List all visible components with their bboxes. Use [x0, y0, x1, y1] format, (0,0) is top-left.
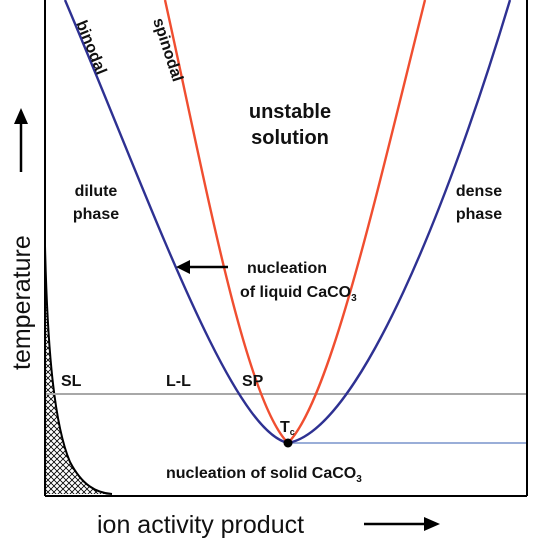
y-axis-arrow-head	[14, 108, 28, 124]
x-axis-title: ion activity product	[97, 511, 304, 539]
spinodal-curve	[163, 0, 427, 445]
dense-label-line1: dense	[456, 183, 502, 200]
sp-label: SP	[242, 373, 264, 390]
unstable-label-line2: solution	[251, 127, 329, 149]
critical-point-marker	[283, 438, 293, 448]
nucleation-liquid-line2: of liquid CaCO3	[240, 284, 357, 304]
binodal-curve	[63, 0, 512, 445]
solubility-curve	[44, 245, 113, 495]
x-axis-arrow-head	[424, 517, 440, 531]
nucleation-arrow-head	[176, 260, 190, 274]
solid-phase-region	[45, 246, 112, 494]
nucleation-liquid-line1: nucleation	[247, 260, 327, 277]
dilute-label-line1: dilute	[75, 183, 118, 200]
binodal-label: binodal	[72, 18, 109, 77]
sl-label: SL	[61, 373, 82, 390]
tc-label: Tc	[280, 419, 295, 437]
spinodal-label: spinodal	[149, 16, 185, 84]
nucleation-solid-label: nucleation of solid CaCO3	[166, 465, 362, 485]
y-axis-title: temperature	[8, 235, 36, 370]
ll-label: L-L	[166, 373, 191, 390]
dilute-label-line2: phase	[73, 206, 119, 223]
unstable-label-line1: unstable	[249, 101, 331, 123]
dense-label-line2: phase	[456, 206, 502, 223]
